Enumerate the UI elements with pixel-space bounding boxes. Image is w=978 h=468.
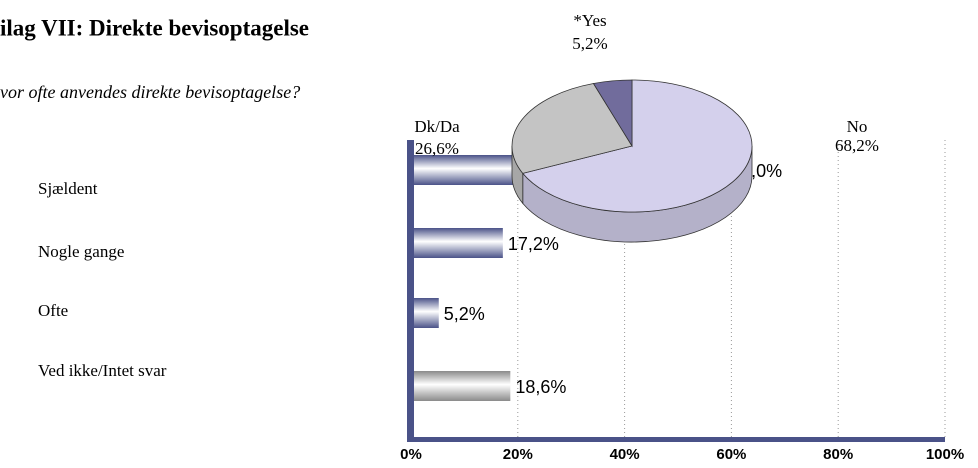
category-label: Ved ikke/Intet svar [38,361,167,380]
x-tick-label: 40% [610,446,640,463]
pie-label: No [847,117,868,136]
pie-slice [511,83,633,174]
x-tick-label: 60% [716,446,746,463]
x-axis [407,437,945,442]
x-tick-label: 0% [400,446,422,463]
bar [411,298,439,328]
category-label: Nogle gange [38,242,124,261]
category-label: Ofte [38,301,68,320]
pie-slice [592,79,633,148]
chart-title: ilag VII: Direkte bevisoptagelse [0,15,309,40]
pie-value-label: 68,2% [835,136,879,155]
y-axis [407,140,414,442]
bar [411,371,511,401]
x-tick-label: 20% [503,446,533,463]
category-label: Sjældent [38,179,98,198]
chart-subtitle: vor ofte anvendes direkte bevisoptagelse… [0,82,300,102]
pie-value-label: 5,2% [572,34,607,53]
x-tick-label: 100% [926,446,964,463]
bar [411,228,503,258]
pie-label: *Yes [573,11,606,30]
value-label: 17,2% [508,234,559,254]
value-label: 18,6% [515,377,566,397]
x-tick-label: 80% [823,446,853,463]
pie-value-label: 26,6% [415,139,459,158]
pie-label: Dk/Da [414,117,460,136]
pie-slice [522,79,753,213]
value-label: 5,2% [444,304,485,324]
